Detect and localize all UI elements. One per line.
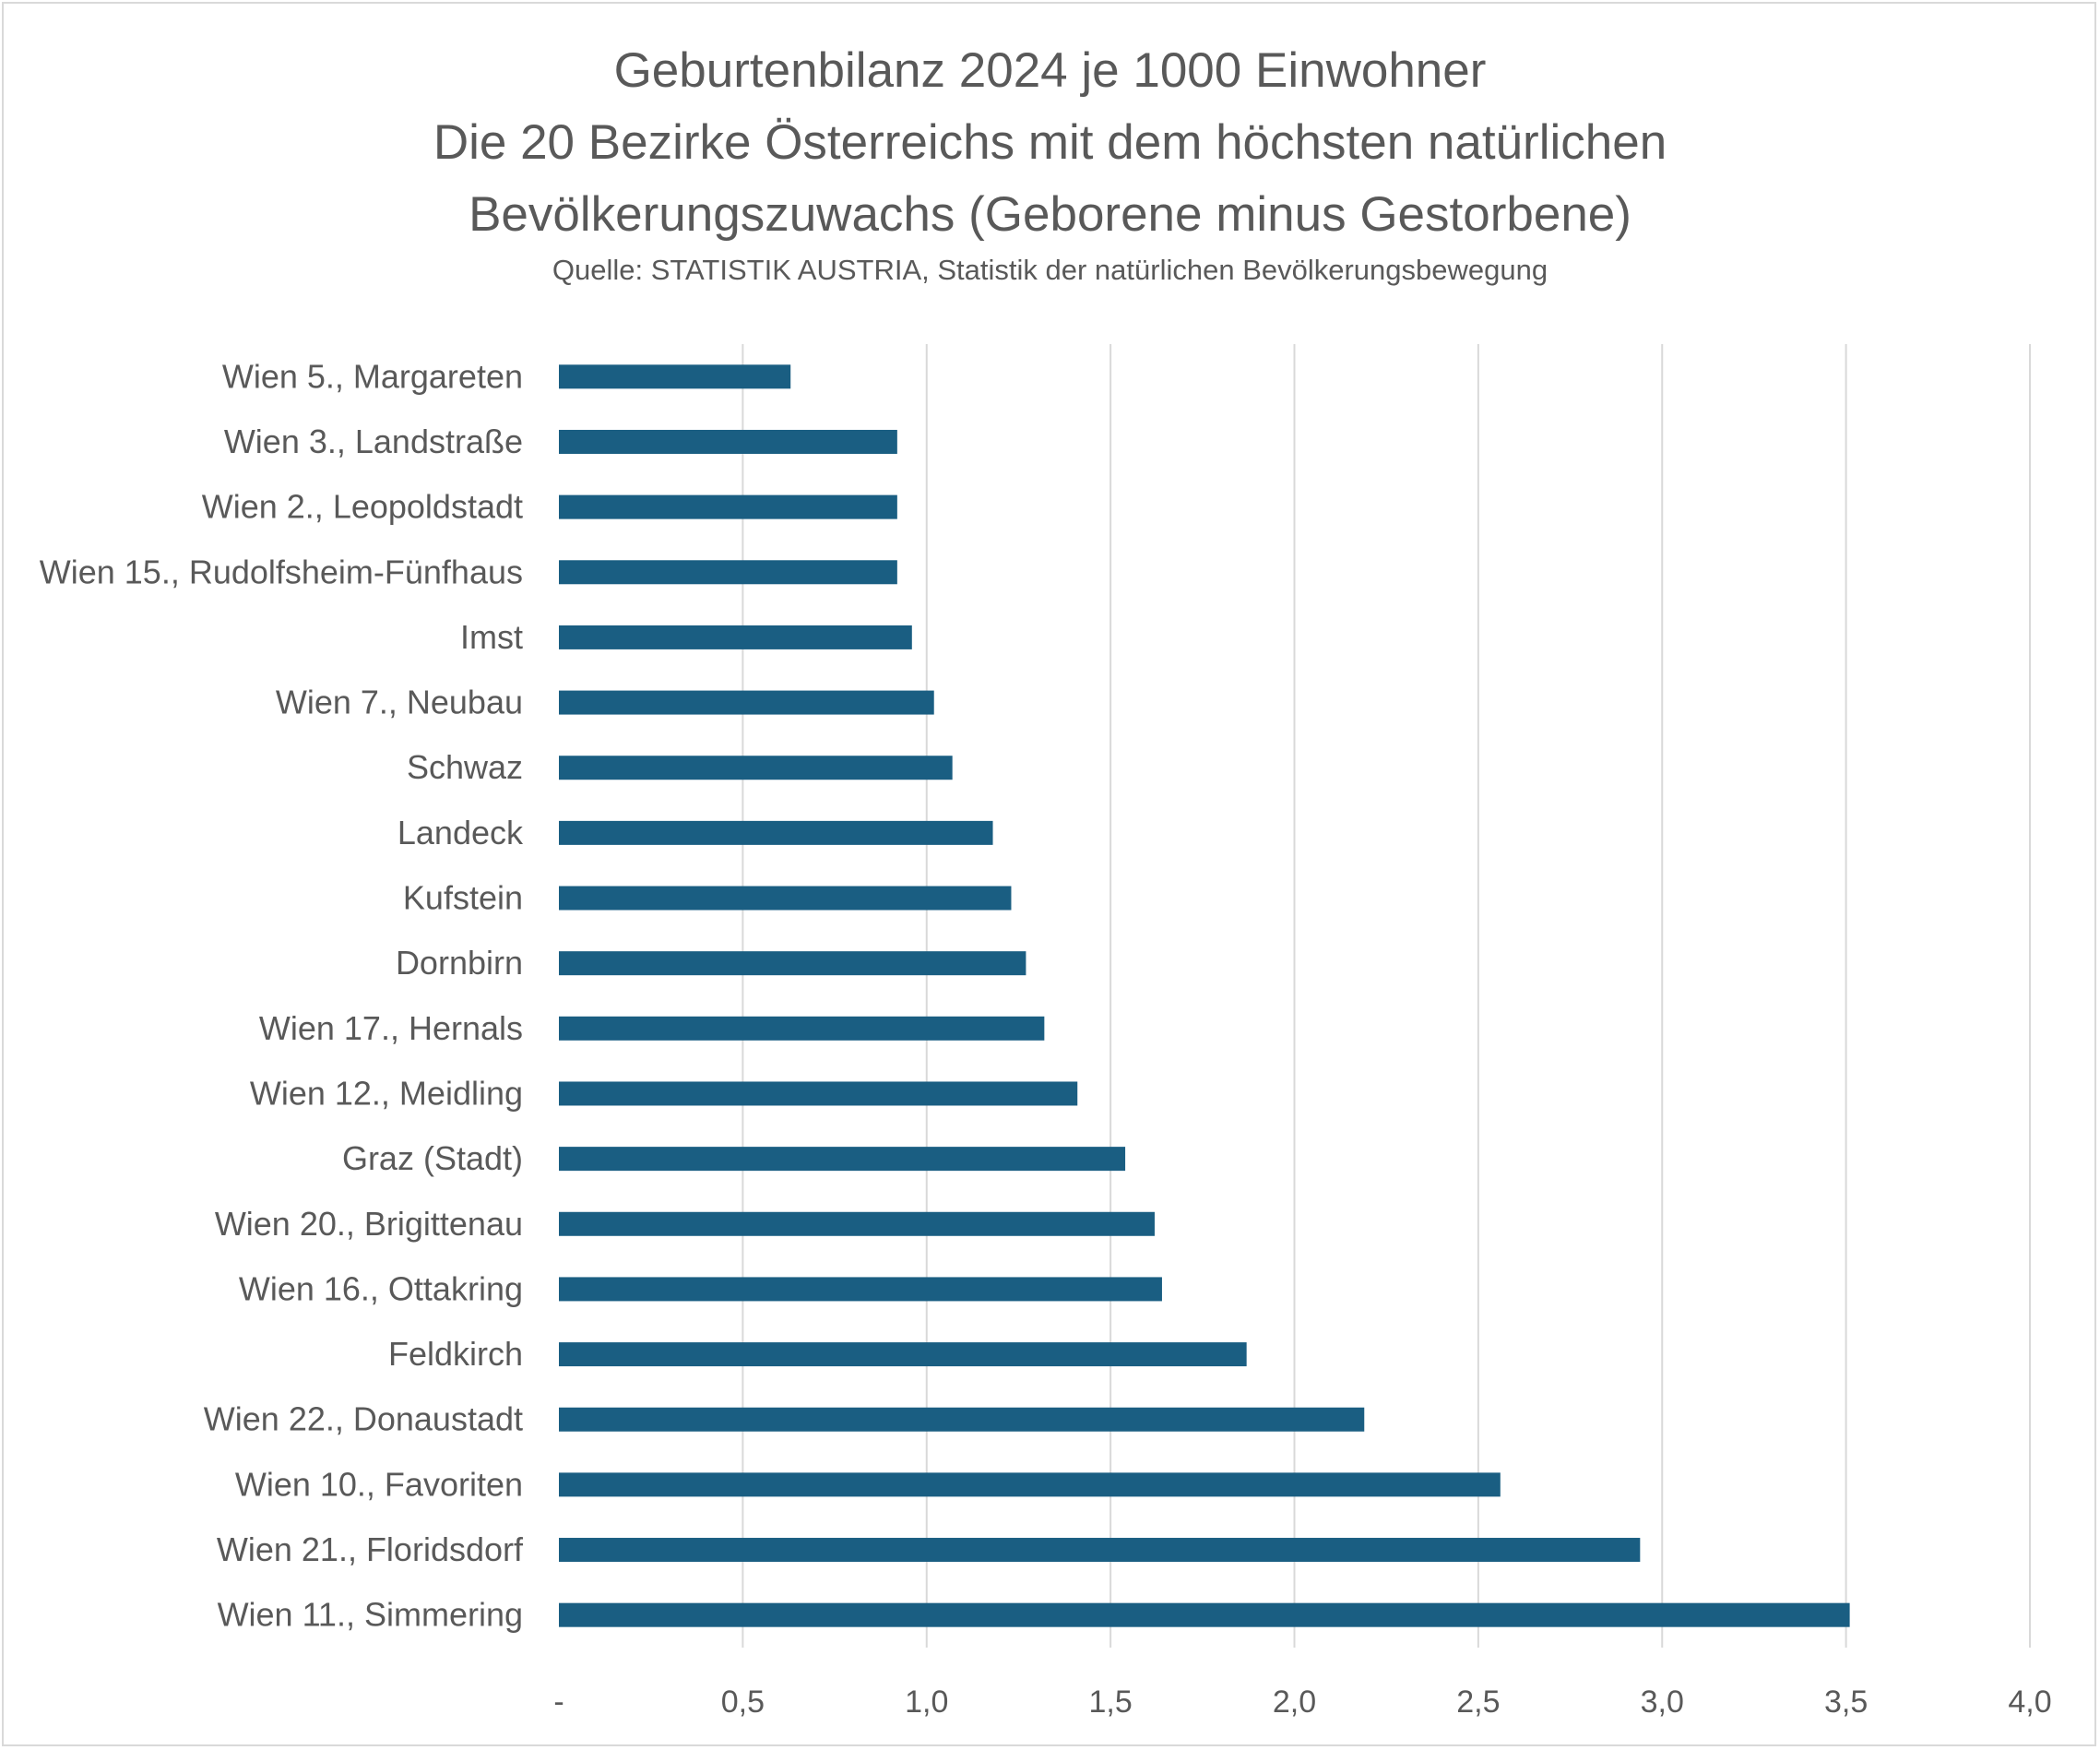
category-label: Landeck	[397, 814, 524, 851]
bar	[559, 1342, 1247, 1367]
x-tick-label: 1,5	[1088, 1685, 1132, 1720]
chart-subtitle: Quelle: STATISTIK AUSTRIA, Statistik der…	[552, 254, 1548, 286]
x-tick-label: 3,0	[1641, 1685, 1684, 1720]
category-label: Wien 3., Landstraße	[224, 423, 523, 460]
category-label: Wien 7., Neubau	[276, 684, 523, 721]
category-label: Wien 11., Simmering	[218, 1596, 523, 1634]
chart-title-line-1: Geburtenbilanz 2024 je 1000 Einwohner	[613, 43, 1487, 98]
category-label: Wien 10., Favoriten	[235, 1465, 523, 1503]
bar	[559, 1147, 1126, 1172]
category-labels: Wien 5., Margareten Wien 3., Landstraße Wi…	[40, 357, 524, 1633]
bar	[559, 1538, 1641, 1563]
category-label: Wien 15., Rudolfsheim-Fünfhaus	[40, 553, 523, 590]
x-tick-label: 0,5	[721, 1685, 765, 1720]
bar	[559, 1081, 1078, 1106]
category-label: Wien 21., Floridsdorf	[217, 1530, 524, 1568]
bars	[559, 364, 1850, 1627]
gridlines	[742, 344, 2031, 1648]
bar	[559, 820, 993, 845]
x-tick-label: 3,5	[1824, 1685, 1868, 1720]
chart-title-line-3: Bevölkerungszuwachs (Geborene minus Gest…	[469, 187, 1631, 242]
bar	[559, 429, 897, 454]
category-label: Imst	[460, 618, 523, 656]
category-label: Graz (Stadt)	[342, 1139, 523, 1177]
x-tick-labels: - 0,5 1,0 1,5 2,0 2,5 3,0 3,5 4,0	[553, 1685, 2051, 1720]
x-tick-label: 2,5	[1456, 1685, 1500, 1720]
category-label: Wien 20., Brigittenau	[215, 1205, 523, 1243]
category-label: Dornbirn	[396, 944, 523, 982]
bar	[559, 1016, 1045, 1041]
category-label: Wien 2., Leopoldstadt	[202, 488, 523, 526]
bar	[559, 886, 1012, 911]
bar	[559, 690, 934, 715]
bar	[559, 364, 791, 389]
category-label: Feldkirch	[388, 1335, 523, 1373]
x-tick-label: -	[553, 1685, 564, 1720]
chart-title-line-2: Die 20 Bezirke Österreichs mit dem höchs…	[433, 115, 1667, 170]
category-label: Wien 17., Hernals	[259, 1009, 523, 1047]
x-tick-label: 2,0	[1273, 1685, 1316, 1720]
category-label: Wien 16., Ottakring	[239, 1269, 523, 1307]
bar	[559, 1602, 1850, 1627]
bar	[559, 560, 897, 585]
bar	[559, 951, 1026, 976]
bar	[559, 1211, 1155, 1236]
category-label: Wien 22., Donaustadt	[204, 1400, 523, 1438]
x-tick-label: 1,0	[905, 1685, 948, 1720]
bar	[559, 494, 897, 519]
bar	[559, 1407, 1365, 1432]
category-label: Wien 5., Margareten	[222, 357, 523, 395]
bar	[559, 756, 953, 780]
category-label: Schwaz	[407, 748, 523, 786]
bar	[559, 1472, 1501, 1497]
bar	[559, 625, 912, 649]
category-label: Kufstein	[403, 879, 523, 917]
x-tick-label: 4,0	[2008, 1685, 2051, 1720]
bar	[559, 1277, 1162, 1302]
category-label: Wien 12., Meidling	[250, 1074, 523, 1112]
